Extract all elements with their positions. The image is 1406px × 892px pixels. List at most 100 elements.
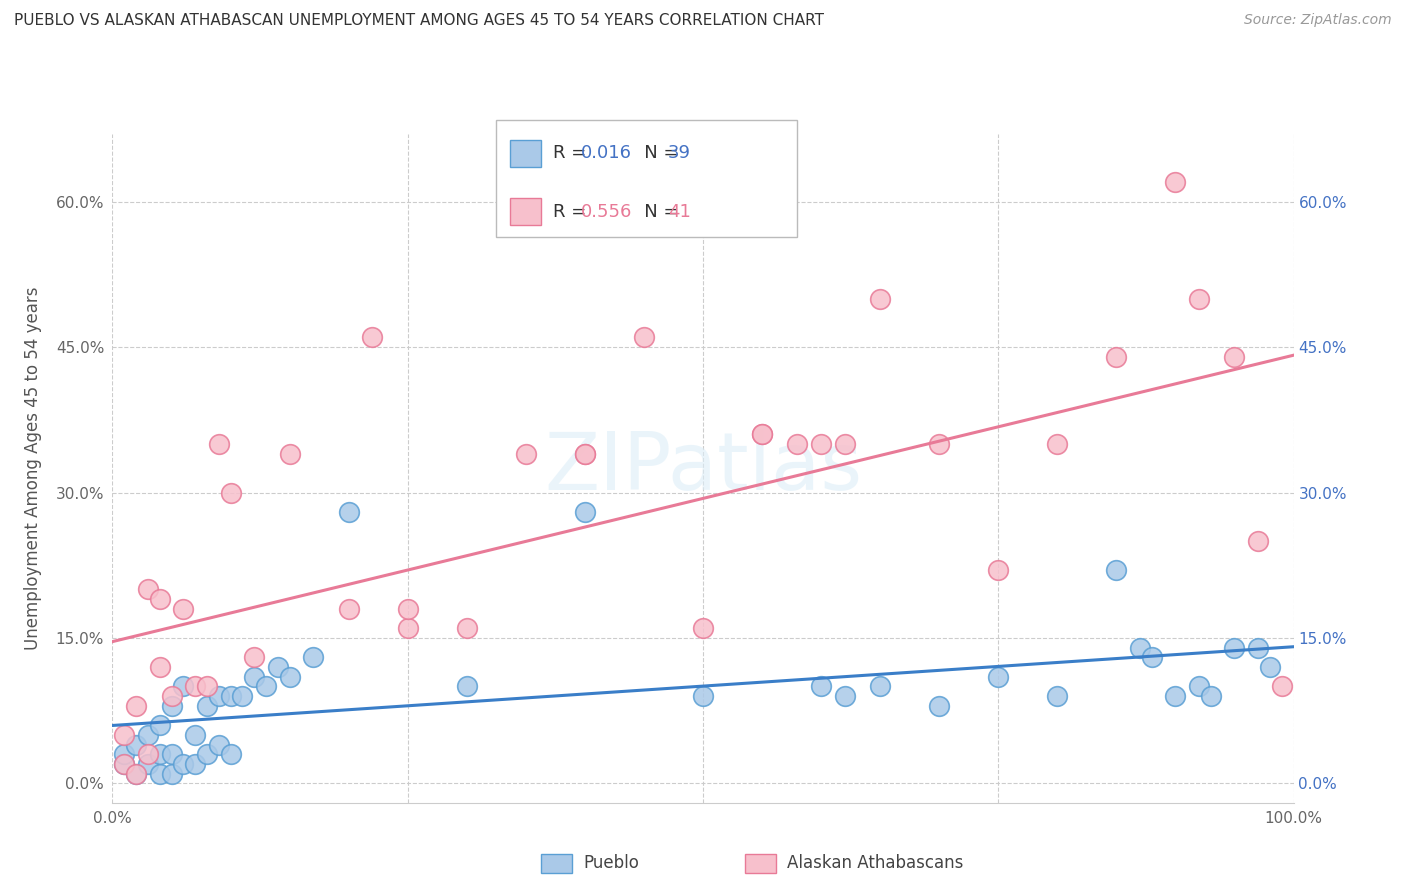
Point xyxy=(1271,680,1294,694)
Point xyxy=(1223,350,1246,364)
Point xyxy=(1105,563,1128,577)
Point xyxy=(987,670,1010,684)
Point xyxy=(1258,660,1281,674)
Point xyxy=(1188,680,1211,694)
Point xyxy=(136,757,159,772)
Point xyxy=(219,689,242,703)
Point xyxy=(574,447,596,461)
Point xyxy=(633,330,655,344)
Point xyxy=(1129,640,1152,655)
Point xyxy=(149,592,172,607)
Point xyxy=(456,621,478,635)
Point xyxy=(1140,650,1163,665)
Point xyxy=(810,437,832,451)
Point xyxy=(231,689,253,703)
Point xyxy=(125,698,148,713)
Point xyxy=(160,698,183,713)
Point xyxy=(208,738,231,752)
Point xyxy=(160,689,183,703)
Point xyxy=(574,447,596,461)
Text: 0.016: 0.016 xyxy=(581,145,631,162)
Text: Pueblo: Pueblo xyxy=(583,855,640,872)
Point xyxy=(149,766,172,780)
Point xyxy=(195,680,218,694)
Point xyxy=(267,660,290,674)
Point xyxy=(751,427,773,442)
Point xyxy=(692,621,714,635)
Point xyxy=(928,437,950,451)
Text: 41: 41 xyxy=(668,202,690,220)
Point xyxy=(125,738,148,752)
Point xyxy=(112,757,135,772)
Text: PUEBLO VS ALASKAN ATHABASCAN UNEMPLOYMENT AMONG AGES 45 TO 54 YEARS CORRELATION : PUEBLO VS ALASKAN ATHABASCAN UNEMPLOYMEN… xyxy=(14,13,824,29)
Point xyxy=(1105,350,1128,364)
Text: Source: ZipAtlas.com: Source: ZipAtlas.com xyxy=(1244,13,1392,28)
Point xyxy=(515,447,537,461)
Point xyxy=(278,447,301,461)
Point xyxy=(184,728,207,742)
Point xyxy=(160,766,183,780)
Point xyxy=(243,670,266,684)
Point xyxy=(1247,534,1270,549)
Point xyxy=(1188,292,1211,306)
Point xyxy=(195,747,218,762)
Point xyxy=(810,680,832,694)
Point xyxy=(692,689,714,703)
Point xyxy=(172,680,194,694)
Point xyxy=(302,650,325,665)
Point xyxy=(149,718,172,732)
Text: Alaskan Athabascans: Alaskan Athabascans xyxy=(787,855,963,872)
Point xyxy=(184,680,207,694)
Point xyxy=(834,689,856,703)
Point xyxy=(208,437,231,451)
Point xyxy=(1164,175,1187,189)
Point xyxy=(172,757,194,772)
Point xyxy=(928,698,950,713)
Text: R =: R = xyxy=(553,145,592,162)
Point xyxy=(125,766,148,780)
Point xyxy=(136,747,159,762)
Point xyxy=(751,427,773,442)
Point xyxy=(136,728,159,742)
Point xyxy=(786,437,808,451)
Point xyxy=(337,602,360,616)
Point xyxy=(112,728,135,742)
Point xyxy=(1247,640,1270,655)
Point xyxy=(172,602,194,616)
Point xyxy=(136,582,159,597)
Text: 39: 39 xyxy=(668,145,690,162)
Point xyxy=(396,602,419,616)
Point xyxy=(1199,689,1222,703)
Point xyxy=(149,660,172,674)
Point xyxy=(254,680,277,694)
Point xyxy=(987,563,1010,577)
Point xyxy=(112,757,135,772)
Point xyxy=(1046,689,1069,703)
Point xyxy=(208,689,231,703)
Point xyxy=(243,650,266,665)
Point xyxy=(1046,437,1069,451)
Point xyxy=(125,766,148,780)
Text: N =: N = xyxy=(627,145,685,162)
Text: R =: R = xyxy=(553,202,592,220)
Point xyxy=(574,505,596,519)
Text: ZIPatlas: ZIPatlas xyxy=(544,429,862,508)
Point xyxy=(834,437,856,451)
Point xyxy=(396,621,419,635)
Point xyxy=(184,757,207,772)
Text: N =: N = xyxy=(627,202,685,220)
Point xyxy=(869,680,891,694)
Point xyxy=(869,292,891,306)
Point xyxy=(219,485,242,500)
Point xyxy=(337,505,360,519)
Point xyxy=(361,330,384,344)
Text: 0.556: 0.556 xyxy=(581,202,633,220)
Point xyxy=(195,698,218,713)
Y-axis label: Unemployment Among Ages 45 to 54 years: Unemployment Among Ages 45 to 54 years xyxy=(24,286,42,650)
Point xyxy=(1164,689,1187,703)
Point xyxy=(1223,640,1246,655)
Point xyxy=(219,747,242,762)
Point xyxy=(278,670,301,684)
Point xyxy=(149,747,172,762)
Point xyxy=(112,747,135,762)
